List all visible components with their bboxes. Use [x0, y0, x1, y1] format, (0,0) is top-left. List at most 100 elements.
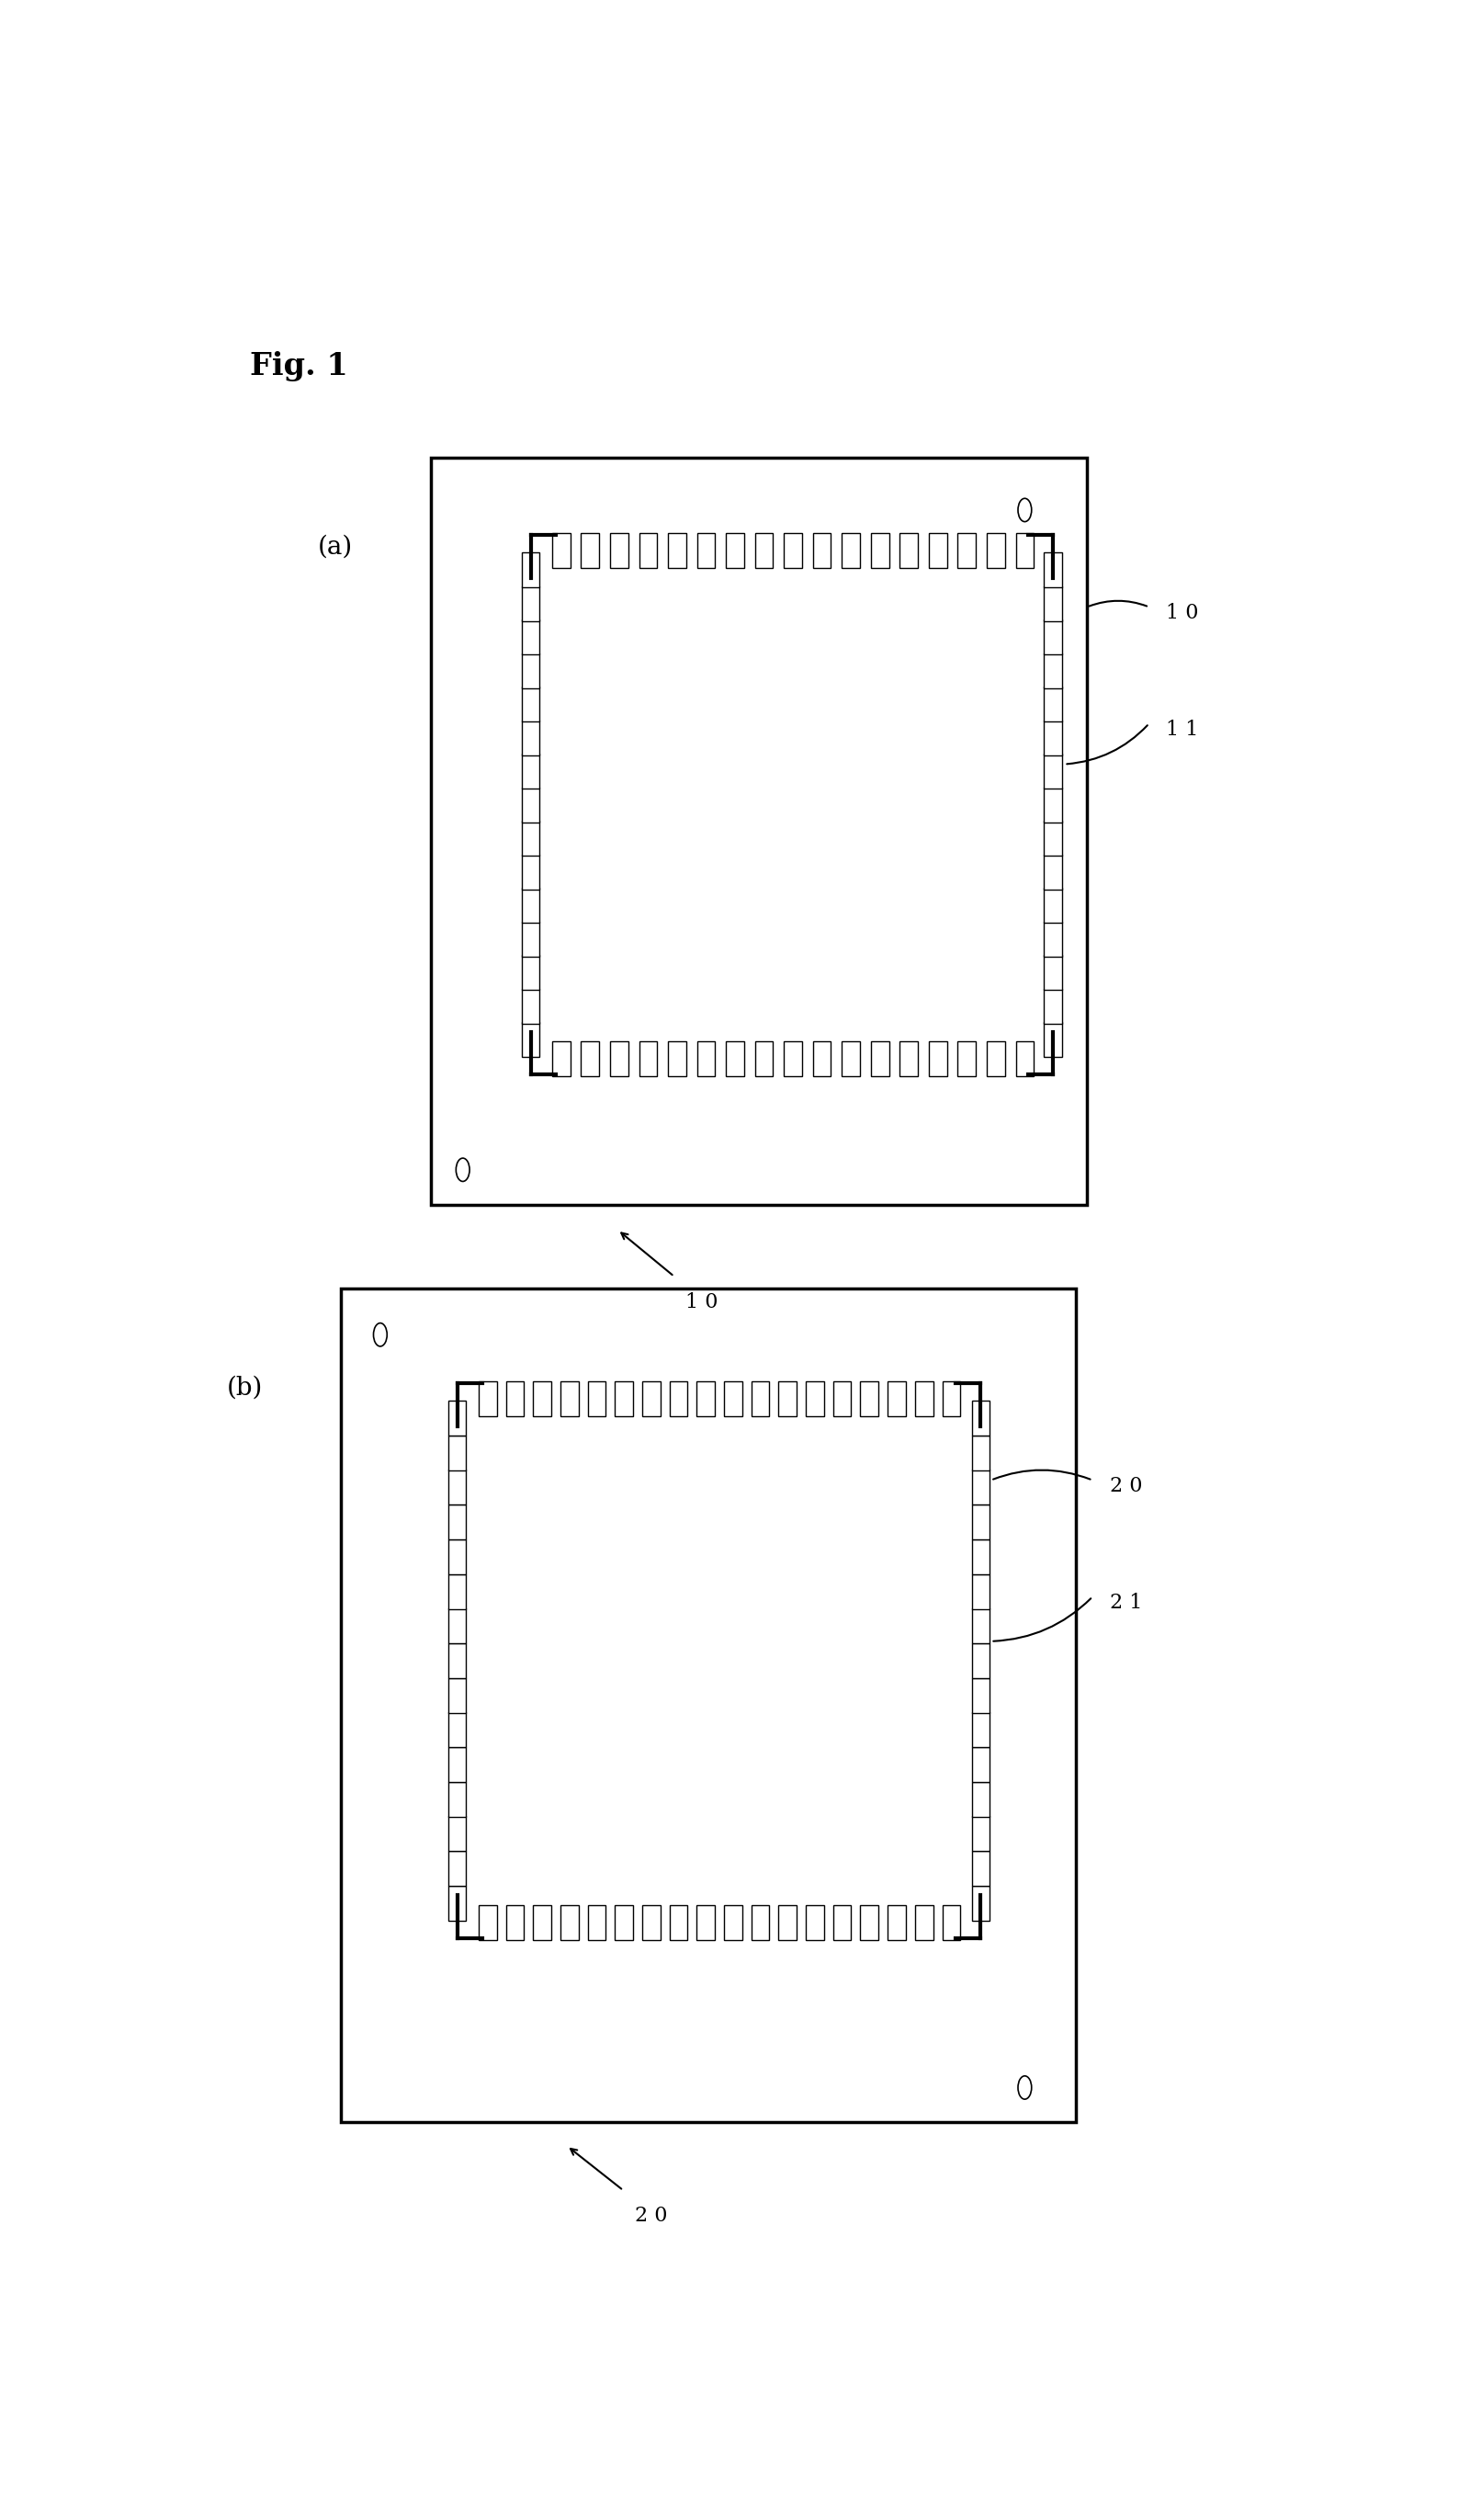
Bar: [1045, 955, 1062, 990]
Text: 2 0: 2 0: [1109, 1477, 1142, 1497]
Bar: [448, 1714, 467, 1746]
FancyArrowPatch shape: [1090, 600, 1147, 607]
Bar: [724, 1905, 743, 1940]
Bar: [522, 1023, 540, 1058]
Bar: [1045, 922, 1062, 958]
Bar: [522, 620, 540, 655]
Bar: [522, 887, 540, 922]
Bar: [616, 1905, 633, 1940]
Bar: [783, 1041, 802, 1076]
Bar: [448, 1817, 467, 1852]
Bar: [448, 1436, 467, 1469]
Bar: [588, 1381, 605, 1416]
Bar: [448, 1678, 467, 1714]
Text: 1 0: 1 0: [686, 1293, 718, 1313]
Bar: [522, 822, 540, 857]
Bar: [448, 1746, 467, 1782]
FancyArrowPatch shape: [994, 1469, 1090, 1479]
Bar: [972, 1746, 989, 1782]
Text: 1 1: 1 1: [1166, 718, 1199, 738]
Bar: [1045, 620, 1062, 655]
Bar: [448, 1782, 467, 1817]
Bar: [522, 721, 540, 756]
Bar: [727, 534, 744, 567]
Bar: [522, 653, 540, 688]
Text: 2 0: 2 0: [635, 2205, 667, 2225]
Bar: [522, 922, 540, 958]
Bar: [972, 1643, 989, 1678]
Bar: [751, 1381, 769, 1416]
Bar: [639, 534, 657, 567]
Bar: [1045, 887, 1062, 922]
Bar: [448, 1401, 467, 1436]
Bar: [610, 534, 629, 567]
Bar: [842, 1041, 859, 1076]
Bar: [697, 1041, 715, 1076]
Bar: [1045, 753, 1062, 789]
FancyArrowPatch shape: [994, 1598, 1091, 1641]
Bar: [448, 1643, 467, 1678]
Bar: [670, 1905, 687, 1940]
Bar: [972, 1436, 989, 1469]
Bar: [972, 1885, 989, 1920]
Bar: [522, 854, 540, 890]
Bar: [448, 1575, 467, 1608]
Bar: [560, 1381, 579, 1416]
Bar: [727, 1041, 744, 1076]
Bar: [697, 1905, 715, 1940]
Text: 1 0: 1 0: [1166, 602, 1199, 622]
Bar: [610, 1041, 629, 1076]
Bar: [506, 1905, 524, 1940]
Bar: [871, 534, 889, 567]
Bar: [779, 1381, 797, 1416]
Bar: [943, 1381, 960, 1416]
Bar: [1045, 988, 1062, 1023]
Bar: [871, 1041, 889, 1076]
Bar: [1045, 688, 1062, 721]
Bar: [805, 1905, 824, 1940]
Bar: [448, 1852, 467, 1885]
Bar: [522, 688, 540, 721]
Bar: [813, 534, 832, 567]
Bar: [479, 1905, 496, 1940]
Text: 2 1: 2 1: [1109, 1593, 1142, 1613]
Bar: [900, 1041, 918, 1076]
Bar: [581, 534, 600, 567]
FancyArrowPatch shape: [1067, 726, 1147, 764]
Bar: [833, 1905, 851, 1940]
Bar: [1015, 1041, 1034, 1076]
Bar: [448, 1469, 467, 1504]
Bar: [533, 1905, 552, 1940]
Bar: [915, 1905, 934, 1940]
Bar: [639, 1041, 657, 1076]
Bar: [972, 1782, 989, 1817]
Bar: [957, 1041, 976, 1076]
Bar: [588, 1905, 605, 1940]
Bar: [522, 955, 540, 990]
Bar: [972, 1469, 989, 1504]
Bar: [668, 534, 686, 567]
Bar: [751, 1905, 769, 1940]
Bar: [448, 1608, 467, 1643]
Bar: [581, 1041, 600, 1076]
Bar: [972, 1608, 989, 1643]
Bar: [522, 753, 540, 789]
Bar: [1045, 1023, 1062, 1058]
Bar: [522, 988, 540, 1023]
Bar: [943, 1905, 960, 1940]
Bar: [929, 1041, 947, 1076]
Bar: [522, 552, 540, 587]
Text: (a): (a): [318, 534, 353, 559]
Bar: [560, 1905, 579, 1940]
Text: (b): (b): [226, 1376, 263, 1401]
Bar: [972, 1714, 989, 1746]
Bar: [813, 1041, 832, 1076]
Bar: [1045, 786, 1062, 822]
Bar: [957, 534, 976, 567]
Bar: [697, 1381, 715, 1416]
Bar: [533, 1381, 552, 1416]
Bar: [552, 534, 570, 567]
Bar: [668, 1041, 686, 1076]
Bar: [805, 1381, 824, 1416]
Bar: [833, 1381, 851, 1416]
